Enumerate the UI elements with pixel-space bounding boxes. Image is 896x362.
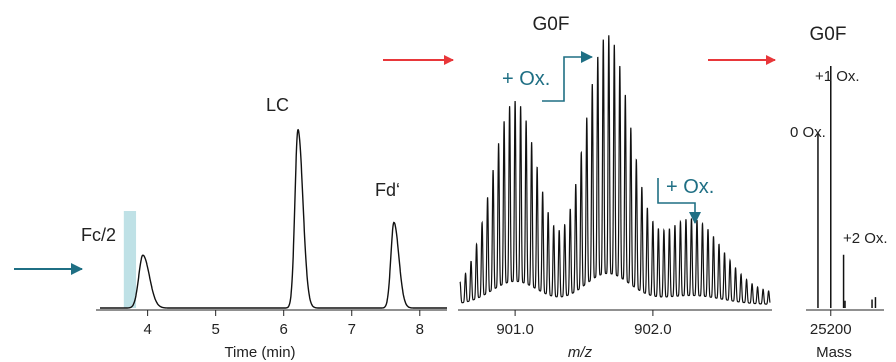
panel-title: G0F (533, 14, 570, 35)
bar-label-1-ox: +1 Ox. (815, 68, 860, 85)
x-tick-label: 901.0 (496, 321, 534, 338)
peak-label-fc2: Fc/2 (81, 225, 116, 245)
x-axis-label: m/z (568, 344, 593, 361)
x-tick-label: 25200 (810, 321, 852, 338)
oxidation-annotation-lower: + Ox. (666, 176, 714, 198)
x-tick-label: 5 (211, 321, 219, 338)
mass-spectrum-trace (459, 35, 771, 305)
peak-label-lc: LC (266, 95, 289, 115)
x-tick-label: 6 (280, 321, 288, 338)
x-axis-ticks: 901.0 902.0 (496, 310, 672, 338)
x-tick-label: 8 (416, 321, 424, 338)
deconvoluted-mass-panel: 25200 Mass G0F 0 Ox. +1 Ox. +2 Ox. (790, 24, 888, 361)
chromatogram-trace (100, 128, 447, 309)
bar-label-2-ox: +2 Ox. (843, 230, 888, 247)
oxidation-annotation-upper: + Ox. (502, 68, 550, 90)
x-axis-ticks: 4 5 6 7 8 (143, 310, 424, 338)
x-tick-label: 902.0 (634, 321, 672, 338)
x-axis-ticks: 25200 (810, 310, 852, 338)
bar-label-0-ox: 0 Ox. (790, 124, 826, 141)
oxidation-arrow-lower (657, 178, 701, 224)
chromatogram-panel: 4 5 6 7 8 Time (min) Fc/2 LC Fd‘ (14, 95, 447, 361)
x-tick-label: 4 (143, 321, 151, 338)
mass-bars (817, 66, 877, 308)
x-axis-label: Mass (816, 344, 852, 361)
x-axis-label: Time (min) (224, 344, 295, 361)
panel-title: G0F (810, 24, 847, 45)
peak-label-fd: Fd‘ (375, 180, 400, 200)
x-tick-label: 7 (348, 321, 356, 338)
highlight-band (123, 211, 137, 308)
mass-spectrum-panel: 901.0 902.0 m/z G0F + Ox. + Ox. (458, 14, 772, 361)
oxidation-arrow-upper (542, 51, 593, 102)
